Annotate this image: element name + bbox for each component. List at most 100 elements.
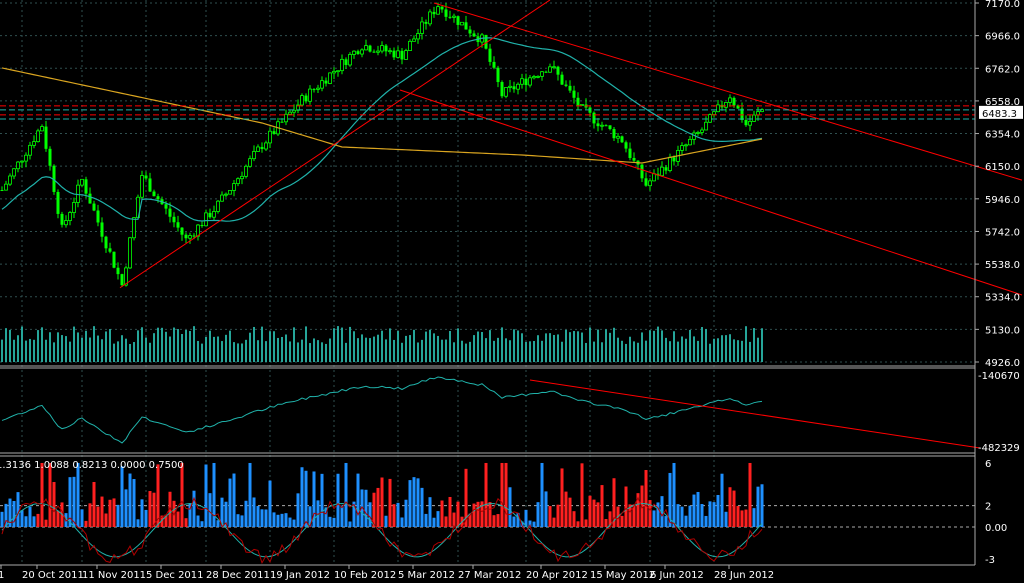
candle-body [456,16,460,25]
candle-body [608,125,612,130]
trendline [399,89,1023,296]
candle-body [396,50,400,58]
candle-body [332,70,336,74]
candle-body [488,48,492,62]
histogram-bar [276,514,280,527]
histogram-bar [412,477,416,527]
volume-bar [361,334,363,362]
histogram-bar [600,485,604,527]
histogram-bar [720,473,724,527]
candle-body [508,85,512,88]
histogram-bar [264,509,268,527]
candle-body [500,82,504,97]
volume-bar [117,341,119,362]
candle-body [436,6,440,15]
volume-bar [237,343,239,362]
volume-bar [477,331,479,362]
histogram-bar [696,491,700,527]
histogram-bar [156,464,160,527]
histogram-bar [76,462,80,527]
candle-body [696,132,700,134]
volume-bar [281,336,283,362]
candle-body [124,267,128,286]
volume-bar [149,342,151,362]
histogram-bar [468,513,472,527]
volume-bar [289,341,291,362]
histogram-bar [560,468,564,527]
candle-body [700,129,704,133]
volume-bar [565,329,567,362]
candle-body [196,224,200,237]
volume-bar [549,333,551,362]
histogram-bar [596,502,600,527]
volume-bar [61,335,63,362]
volume-bar [125,338,127,362]
histogram-bar [56,510,60,527]
candle-body [452,15,456,18]
volume-bar [541,340,543,362]
histogram-bar [484,462,488,527]
volume-bar [505,338,507,362]
histogram-bar [544,491,548,527]
candle-body [252,151,256,160]
histogram-bar [636,493,640,527]
histogram-bar [508,487,512,527]
candle-body [340,58,344,72]
volume-bar [269,331,271,362]
volume-bar [517,330,519,362]
histogram-bar [232,473,236,527]
candle-body [24,154,28,162]
candle-body [144,175,148,179]
indicator2-tick-label: -3 [985,555,995,566]
histogram-bar [684,515,688,527]
volume-bar [293,327,295,362]
volume-bar [93,326,95,362]
candle-body [4,183,8,191]
trendline [119,0,551,289]
volume-bar [453,342,455,362]
indicator1-trendline [529,379,981,449]
volume-bar [173,327,175,362]
candle-body [76,184,80,203]
price-tick-label: 6150.0 [985,162,1020,173]
volume-bar [333,328,335,362]
price-tick-label: 6354.0 [985,130,1020,141]
histogram-bar [712,502,716,527]
histogram-bar [208,493,212,527]
histogram-bar [328,516,332,527]
time-tick-label: 15 May 2012 [590,570,655,581]
histogram-bar [268,480,272,527]
histogram-bar [308,506,312,527]
candle-body [496,67,500,83]
histogram-bar [548,505,552,527]
volume-bar [701,327,703,362]
candle-body [472,33,476,37]
candle-body [624,142,628,149]
time-tick-label: 6 Jun 2012 [650,570,704,581]
histogram-bar [176,511,180,527]
candle-body [688,138,692,146]
volume-bar [657,326,659,362]
volume-bar [397,330,399,362]
histogram-bar [536,502,540,527]
volume-bar [621,340,623,362]
candle-body [596,123,600,127]
histogram-bar [624,486,628,527]
histogram-bar [296,493,300,527]
histogram-bar [216,520,220,527]
volume-bar [329,338,331,362]
histogram-bar [744,509,748,527]
volume-bar [501,327,503,362]
histogram-bar [424,513,428,527]
candle-body [632,157,636,161]
volume-bar [29,338,31,362]
candle-body [568,85,572,91]
histogram-bar [656,502,660,527]
volume-bar [233,342,235,362]
volume-bar [101,339,103,362]
histogram-bar [164,514,168,527]
volume-bar [305,326,307,362]
volume-bar [633,341,635,362]
volume-bar [45,339,47,362]
